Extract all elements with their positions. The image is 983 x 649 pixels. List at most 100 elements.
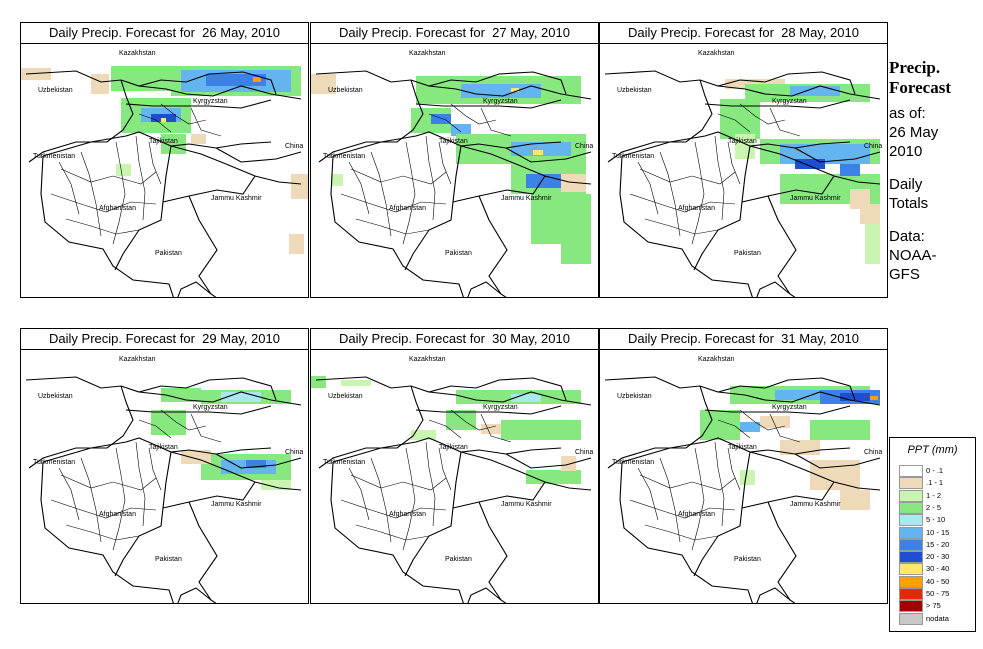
admin-boundary (340, 499, 447, 519)
precip-cell (501, 420, 581, 440)
precip-cell (191, 134, 206, 144)
precip-cell (289, 234, 304, 254)
totals-text: Totals (889, 195, 929, 212)
country-labels: Kazakhstan Uzbekistan Kyrgyzstan Tajikistan… (323, 50, 593, 257)
country-border (318, 385, 424, 469)
admin-boundary (340, 193, 447, 213)
legend-label: 50 - 75 (926, 589, 950, 598)
legend-swatch (899, 514, 923, 527)
country-border (478, 501, 508, 603)
country-border (428, 391, 592, 406)
country-border (767, 195, 797, 297)
admin-boundary (438, 447, 452, 491)
admin-boundary (350, 168, 447, 185)
country-borders (315, 70, 592, 297)
precip-cell (561, 174, 586, 192)
admin-boundary (348, 467, 370, 521)
country-border (717, 85, 881, 100)
legend-swatch (899, 526, 923, 539)
legend-label: > 75 (926, 601, 941, 611)
country-border (177, 281, 212, 297)
admin-boundary (637, 161, 659, 215)
admin-boundaries (50, 409, 222, 551)
country-label: Kazakhstan (698, 50, 735, 57)
legend-label: 10 - 15 (926, 527, 950, 537)
admin-boundary (148, 447, 162, 491)
country-border (478, 195, 508, 297)
country-border (114, 145, 172, 271)
precip-cell (331, 174, 343, 186)
precip-cell (111, 66, 171, 91)
sidebar-heading: Precip. (889, 58, 941, 77)
country-label: Pakistan (155, 250, 182, 257)
country-border (467, 281, 502, 297)
admin-boundary (355, 524, 430, 541)
country-label: Uzbekistan (617, 87, 652, 94)
precip-cell (840, 490, 870, 510)
country-label: Turkmenistan (33, 459, 75, 466)
country-border (25, 376, 277, 401)
precip-cell (561, 234, 591, 264)
precip-cell (151, 410, 186, 435)
country-label: China (285, 143, 303, 150)
country-border (125, 405, 272, 415)
precip-cell (253, 77, 261, 82)
country-border (693, 451, 751, 577)
precip-cell (526, 174, 561, 188)
precip-cell (116, 164, 131, 176)
admin-boundary (58, 467, 80, 521)
precip-legend: PPT (mm) 0 - .1 .1 - 1 1 - 2 2 - 5 5 - 10 10 … (889, 437, 976, 632)
admin-boundary (717, 419, 751, 439)
country-border (741, 175, 835, 203)
country-border (767, 501, 797, 603)
precip-cell (431, 114, 451, 124)
admin-boundary (727, 447, 741, 491)
panel-title: Daily Precip. Forecast for 28 May, 2010 (600, 23, 887, 44)
map-svg: Kazakhstan Uzbekistan Kyrgyzstan Tajikistan… (604, 50, 882, 297)
country-border (607, 79, 713, 163)
country-borders (315, 376, 592, 603)
country-border (404, 145, 462, 271)
admin-boundary (480, 413, 512, 443)
admin-boundary (80, 151, 102, 237)
country-label: China (864, 449, 882, 456)
precip-cell (161, 118, 166, 122)
map-svg: Kazakhstan Uzbekistan Kyrgyzstan Tajikistan… (311, 356, 593, 603)
country-border (452, 175, 546, 203)
country-label: Uzbekistan (38, 87, 73, 94)
country-label: Turkmenistan (33, 153, 75, 160)
legend-swatch (899, 600, 923, 613)
admin-boundary (691, 141, 705, 245)
admin-boundary (355, 218, 430, 235)
country-border (621, 131, 851, 157)
country-label: China (575, 449, 593, 456)
admin-boundary (769, 413, 801, 443)
admin-boundary (135, 135, 146, 221)
country-border (415, 405, 562, 415)
legend-label: 40 - 50 (926, 576, 950, 586)
precip-field (151, 388, 291, 490)
admin-boundary (480, 107, 512, 137)
precip-cell (311, 74, 336, 94)
country-label: Turkmenistan (612, 459, 654, 466)
country-label: China (575, 143, 593, 150)
admin-boundary (659, 457, 681, 543)
admin-boundary (138, 113, 172, 133)
country-border (315, 376, 567, 401)
legend-label: 1 - 2 (926, 490, 942, 500)
map-svg: Kazakhstan Uzbekistan Kyrgyzstan Tajikistan… (604, 356, 882, 603)
legend-label: 30 - 40 (926, 564, 950, 574)
legend-label: 0 - .1 (926, 466, 944, 475)
precip-cell (511, 88, 519, 92)
country-label: Kyrgyzstan (772, 404, 807, 411)
country-label: Kazakhstan (119, 356, 156, 363)
country-border (704, 405, 851, 415)
admin-boundary (112, 447, 126, 551)
country-border (25, 70, 277, 95)
precip-cell (261, 480, 291, 490)
precip-cell (91, 74, 109, 94)
precip-cell (533, 150, 543, 155)
country-border (460, 451, 592, 491)
admin-boundary (65, 218, 140, 235)
country-label: Tajikistan (728, 138, 757, 145)
